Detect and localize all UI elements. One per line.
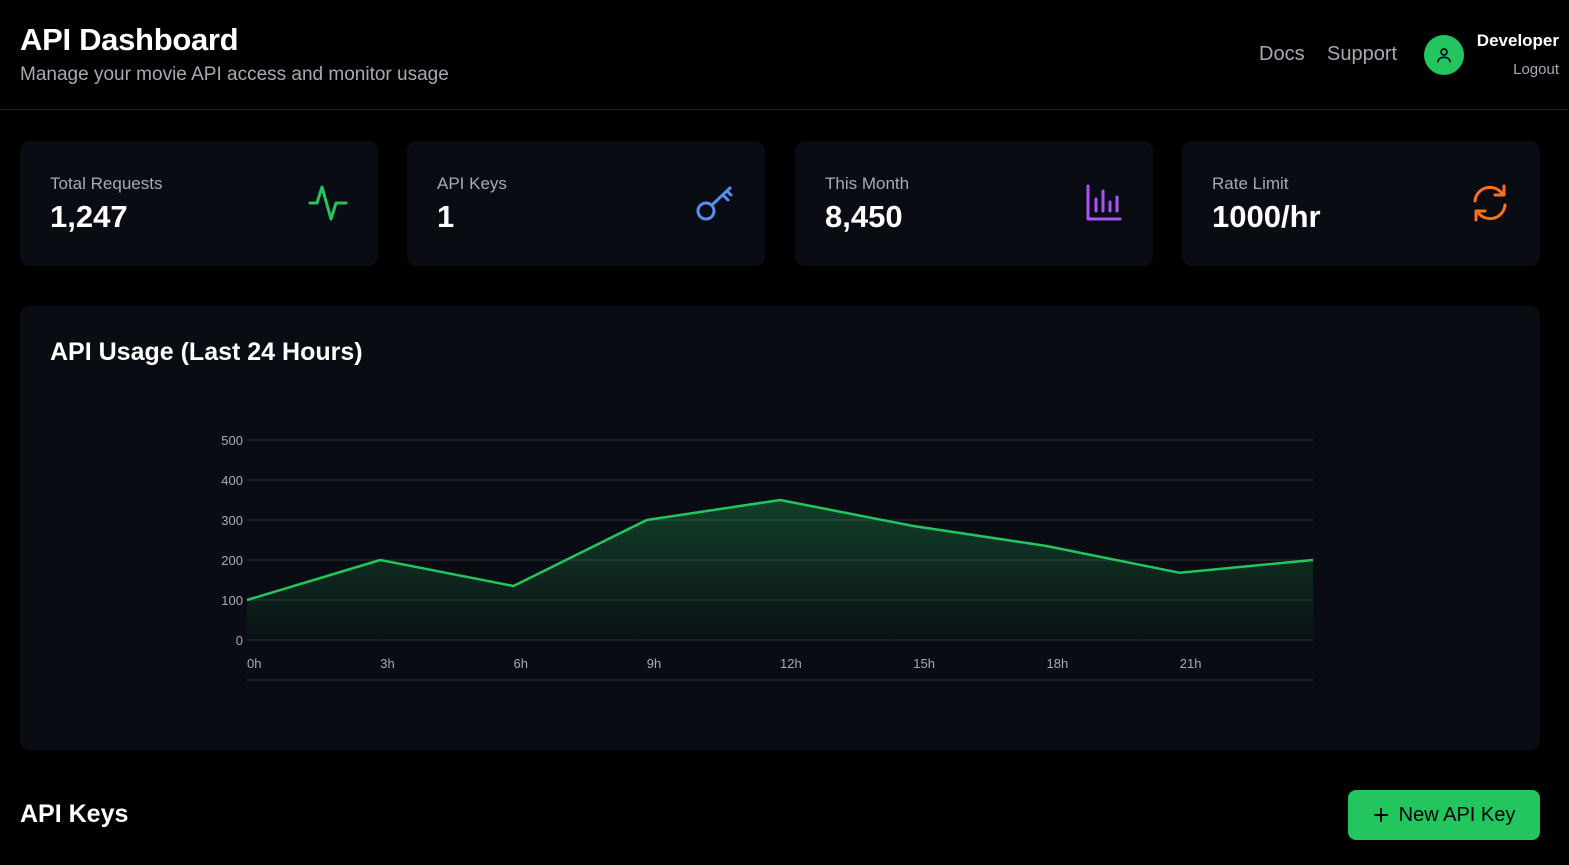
api-keys-heading: API Keys <box>20 800 129 828</box>
y-tick-label: 500 <box>221 433 243 448</box>
stat-card-this-month: This Month 8,450 <box>795 141 1153 266</box>
nav-support-link[interactable]: Support <box>1327 43 1398 65</box>
x-tick-label: 21h <box>1180 656 1202 671</box>
x-tick-label: 6h <box>514 656 528 671</box>
page-subtitle: Manage your movie API access and monitor… <box>20 64 449 85</box>
page-title: API Dashboard <box>20 22 239 57</box>
bar-chart-icon <box>1086 184 1122 221</box>
stat-card-total-requests: Total Requests 1,247 <box>20 141 378 266</box>
x-tick-label: 18h <box>1047 656 1069 671</box>
stat-card-rate-limit: Rate Limit 1000/hr <box>1182 141 1540 266</box>
user-icon <box>1437 48 1451 63</box>
x-tick-label: 12h <box>780 656 802 671</box>
stat-card-api-keys: API Keys 1 <box>407 141 765 266</box>
stat-label: Rate Limit <box>1212 174 1289 193</box>
logout-link[interactable]: Logout <box>1513 61 1559 78</box>
x-tick-label: 9h <box>647 656 661 671</box>
usage-area <box>247 500 1313 640</box>
stat-value: 1000/hr <box>1212 199 1321 234</box>
new-api-key-label: New API Key <box>1398 803 1516 826</box>
key-icon <box>696 186 733 221</box>
stat-value: 1,247 <box>50 199 128 234</box>
y-tick-label: 400 <box>221 473 243 488</box>
refresh-icon <box>1473 184 1507 222</box>
y-tick-label: 100 <box>221 593 243 608</box>
activity-icon <box>308 185 348 221</box>
stat-value: 1 <box>437 199 455 234</box>
user-name: Developer <box>1476 31 1559 50</box>
page-header: API Dashboard Manage your movie API acce… <box>0 0 1569 110</box>
x-tick-label: 15h <box>913 656 935 671</box>
stat-label: This Month <box>825 174 910 193</box>
stat-value: 8,450 <box>825 199 903 234</box>
y-tick-label: 0 <box>236 633 243 648</box>
y-tick-label: 200 <box>221 553 243 568</box>
x-tick-label: 3h <box>380 656 394 671</box>
y-tick-label: 300 <box>221 513 243 528</box>
avatar[interactable] <box>1424 35 1464 75</box>
chart-title: API Usage (Last 24 Hours) <box>50 338 363 366</box>
x-tick-label: 0h <box>247 656 261 671</box>
stat-label: Total Requests <box>50 174 163 193</box>
usage-chart-card: API Usage (Last 24 Hours) 0 100 200 300 400 5… <box>20 306 1540 750</box>
plus-icon <box>1373 808 1388 822</box>
stat-label: API Keys <box>437 174 507 193</box>
new-api-key-button[interactable]: New API Key <box>1348 790 1540 840</box>
usage-chart: 0 100 200 300 400 500 0h 3h 6h 9h 12h 15h 18h 21h <box>221 433 1314 681</box>
nav-docs-link[interactable]: Docs <box>1259 43 1305 65</box>
